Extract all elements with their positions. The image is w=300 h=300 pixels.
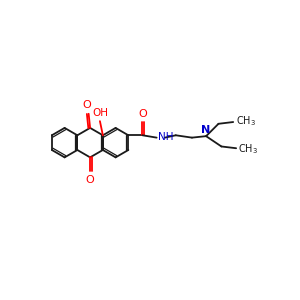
Text: N: N (202, 125, 211, 135)
Text: OH: OH (92, 108, 108, 118)
Text: NH: NH (158, 132, 173, 142)
Text: O: O (83, 100, 92, 110)
Text: CH$_3$: CH$_3$ (238, 142, 259, 156)
Text: O: O (139, 109, 148, 119)
Text: CH$_3$: CH$_3$ (236, 115, 256, 128)
Text: O: O (86, 175, 94, 185)
